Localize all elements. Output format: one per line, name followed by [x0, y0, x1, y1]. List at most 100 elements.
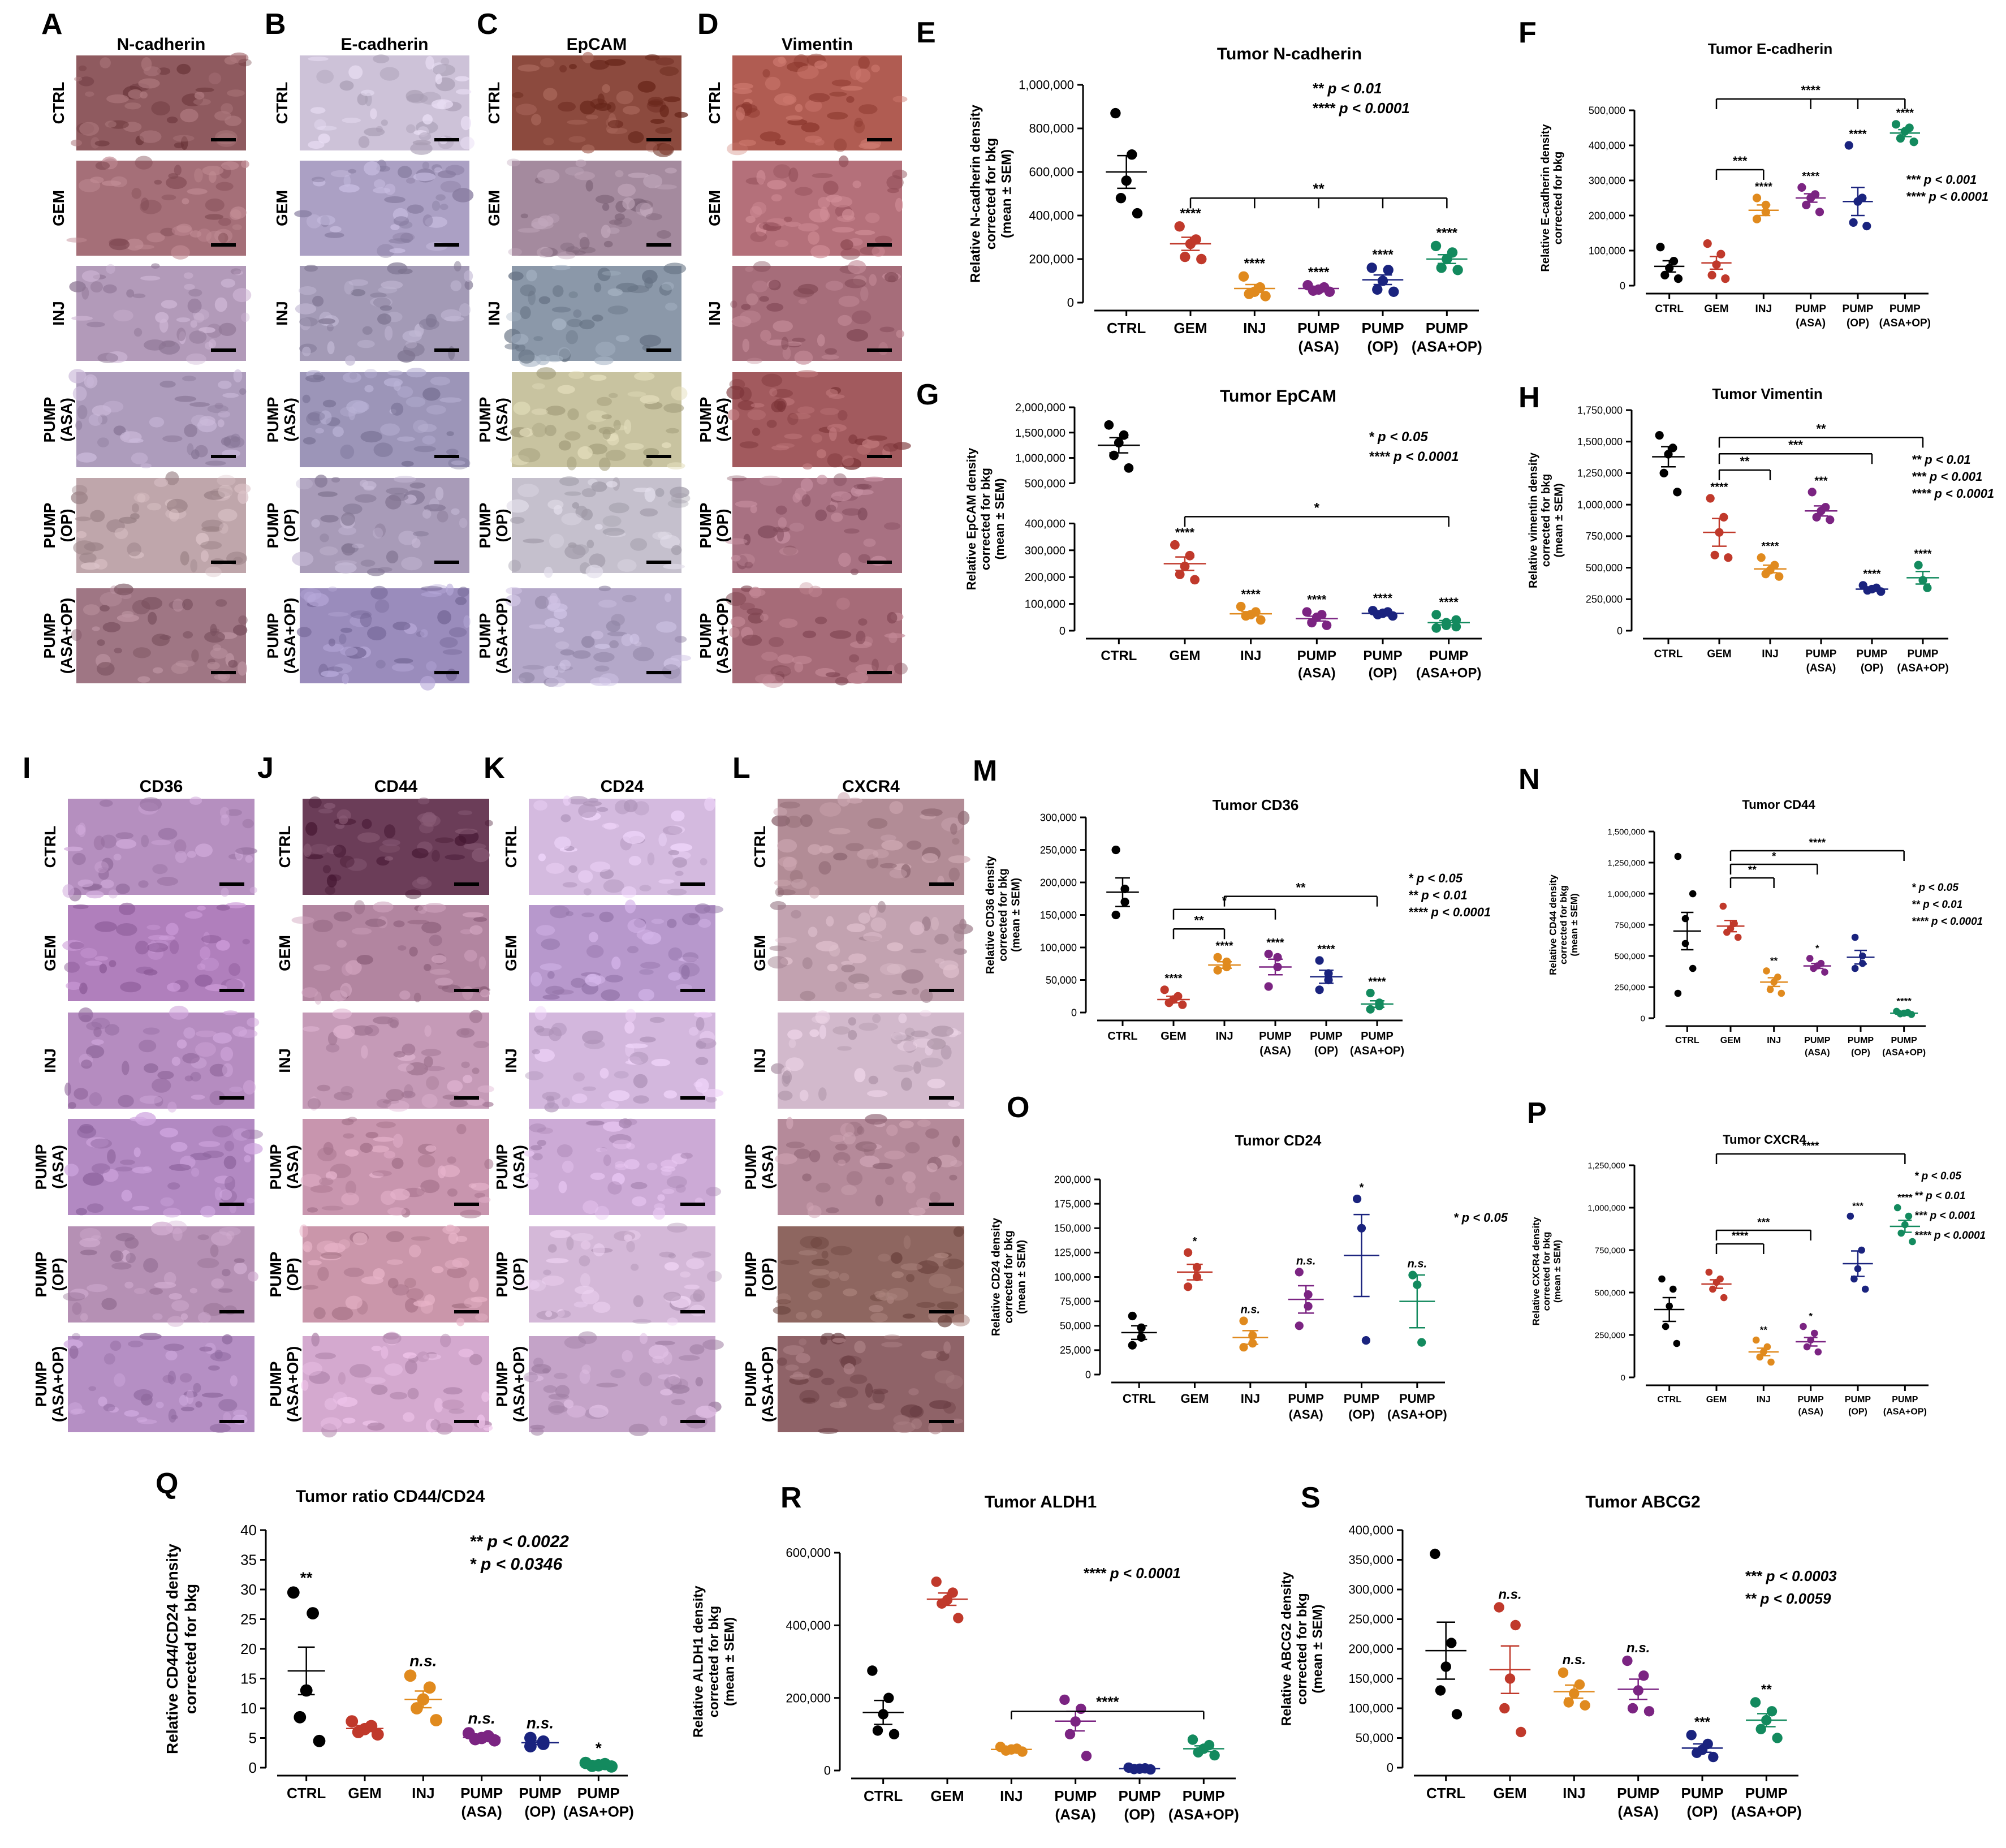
cell-nucleus [244, 1155, 251, 1162]
cell-nucleus [340, 444, 355, 459]
cell-nucleus [566, 911, 573, 916]
data-point [1709, 1285, 1716, 1293]
cell-nucleus [594, 282, 602, 292]
x-tick-label: PUMP [1288, 1392, 1324, 1406]
y-tick-label: 800,000 [1029, 122, 1074, 136]
cell-nucleus [742, 634, 762, 646]
data-point [1452, 265, 1463, 275]
cell-nucleus [670, 843, 693, 852]
cell-nucleus [559, 660, 571, 670]
column-title-cxcr4: CXCR4 [842, 777, 900, 796]
scale-bar [680, 1310, 705, 1313]
cell-nucleus [792, 337, 806, 343]
cell-nucleus [327, 341, 335, 355]
column-title-cd44: CD44 [374, 777, 418, 796]
cell-nucleus [787, 412, 799, 425]
cell-nucleus [316, 1240, 339, 1254]
cell-nucleus [146, 232, 165, 243]
row-label-text: GEM [751, 935, 769, 971]
cell-nucleus [296, 627, 312, 637]
micrograph-j-5 [301, 1331, 493, 1438]
cell-nucleus [523, 1372, 538, 1382]
cell-nucleus [373, 54, 390, 63]
cell-nucleus [575, 506, 588, 518]
series-pump-asa-op-: **** [1906, 548, 1939, 592]
cell-nucleus [113, 309, 133, 322]
cell-nucleus [750, 231, 767, 243]
x-tick-label: PUMP [519, 1785, 561, 1802]
cell-nucleus [773, 807, 787, 817]
cell-nucleus [148, 611, 157, 625]
chart-title: Tumor EpCAM [1220, 387, 1336, 406]
cell-nucleus [786, 341, 802, 346]
cell-nucleus [908, 1207, 926, 1216]
series-inj: n.s. [1232, 1304, 1269, 1352]
y-tick-label: 100,000 [1348, 1701, 1394, 1716]
cell-nucleus [807, 1205, 822, 1218]
y-tick-label: 50,000 [1060, 1320, 1091, 1332]
cell-nucleus [775, 1153, 797, 1165]
cell-nucleus [238, 615, 248, 625]
cell-nucleus [585, 565, 603, 579]
x-tick-label: CTRL [1426, 1785, 1465, 1802]
cell-nucleus [870, 1312, 888, 1323]
micrograph-background [732, 372, 902, 467]
cell-nucleus [83, 1172, 104, 1186]
cell-nucleus [138, 78, 160, 89]
cell-nucleus [836, 597, 850, 610]
cell-nucleus [195, 843, 213, 858]
cell-nucleus [778, 856, 797, 868]
cell-nucleus [745, 216, 756, 223]
cell-nucleus [339, 855, 355, 868]
data-point [1703, 239, 1712, 248]
cell-nucleus [96, 662, 115, 676]
cell-nucleus [774, 880, 792, 886]
data-point [1849, 218, 1858, 227]
cell-nucleus [128, 89, 143, 99]
cell-nucleus [84, 374, 98, 389]
cell-nucleus [207, 662, 220, 670]
cell-nucleus [564, 544, 586, 559]
cell-nucleus [893, 1421, 916, 1433]
cell-nucleus [848, 1017, 856, 1026]
cell-nucleus [214, 402, 223, 409]
data-point [1110, 107, 1121, 119]
y-tick-label: 1,500,000 [1577, 436, 1623, 447]
cell-nucleus [544, 618, 560, 628]
cell-nucleus [195, 974, 213, 987]
cell-nucleus [80, 1227, 101, 1242]
cell-nucleus [881, 840, 903, 851]
row-label-text: (ASA+OP) [493, 598, 511, 674]
micrograph-b-0 [300, 54, 475, 155]
cell-nucleus [78, 76, 94, 87]
cell-nucleus [770, 1063, 785, 1074]
cell-nucleus [76, 531, 87, 539]
cell-nucleus [825, 281, 844, 291]
cell-nucleus [403, 1352, 417, 1359]
cell-nucleus [806, 1202, 814, 1211]
cell-nucleus [530, 1145, 542, 1151]
row-label-text: PUMP [267, 1252, 284, 1298]
row-label-text: PUMP [32, 1362, 50, 1407]
micrograph-background [778, 905, 964, 1001]
row-label: PUMP (ASA+OP) [742, 1346, 776, 1423]
cell-nucleus [579, 1369, 590, 1384]
cell-nucleus [214, 674, 227, 680]
cell-nucleus [536, 247, 553, 258]
row-label-text: CTRL [41, 826, 59, 868]
series-gem [926, 1576, 968, 1623]
cell-nucleus [675, 871, 684, 876]
cell-nucleus [303, 1026, 320, 1032]
cell-nucleus [799, 582, 814, 595]
significance-label: n.s. [1296, 1255, 1315, 1267]
cell-nucleus [355, 494, 377, 503]
cell-nucleus [794, 350, 813, 365]
cell-nucleus [624, 899, 636, 914]
cell-nucleus [230, 1375, 238, 1387]
cell-nucleus [826, 505, 836, 512]
x-tick-label: PUMP [1795, 303, 1826, 315]
cell-nucleus [405, 89, 424, 102]
cell-nucleus [452, 188, 474, 203]
cell-nucleus [332, 426, 344, 437]
